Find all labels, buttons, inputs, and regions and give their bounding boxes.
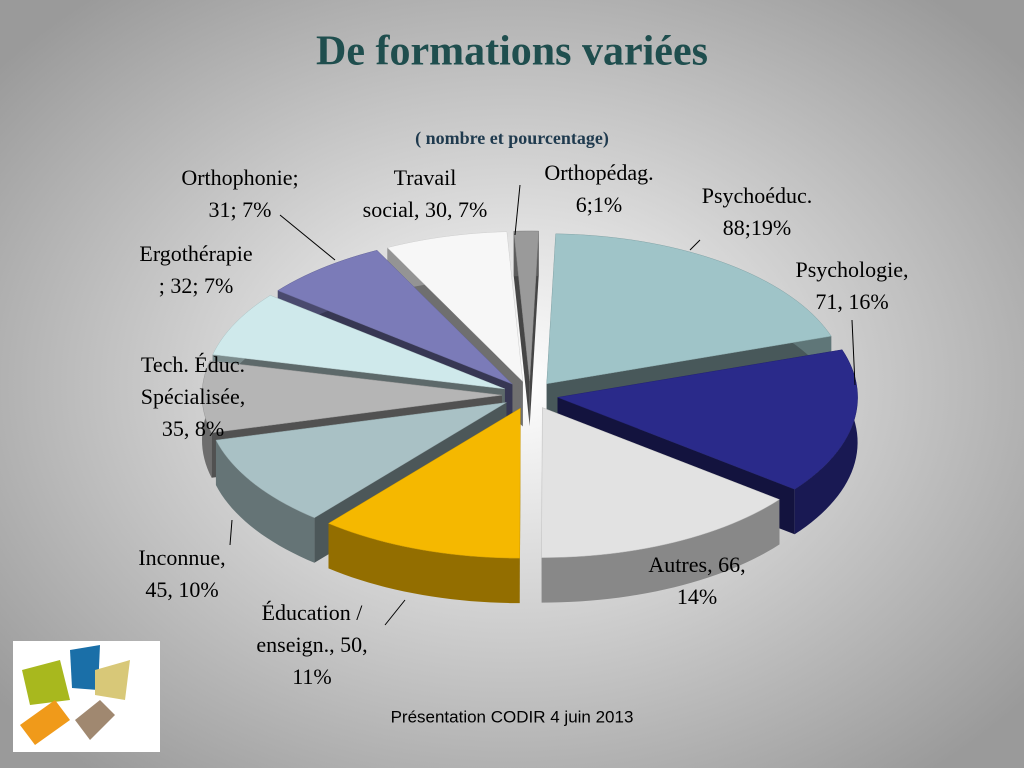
slice-top <box>513 230 539 382</box>
footer: Présentation CODIR 4 juin 2013 <box>391 707 634 726</box>
slice-side <box>328 523 520 604</box>
slice-top <box>277 250 513 385</box>
data-label: ; 32; 7% <box>159 273 234 298</box>
slice <box>327 407 521 604</box>
logo-shape <box>22 660 70 705</box>
data-label: 14% <box>677 584 717 609</box>
slice-side <box>215 440 315 563</box>
slice-top <box>541 407 780 558</box>
leader-line <box>689 239 701 251</box>
leader-line <box>514 184 521 236</box>
data-label: 31; 7% <box>209 197 272 222</box>
logo-shape <box>75 700 115 740</box>
leader-line <box>279 214 336 261</box>
data-label: 6;1% <box>576 192 622 217</box>
data-label: Autres, 66, <box>648 552 745 577</box>
data-label: 45, 10% <box>145 577 218 602</box>
data-label: 11% <box>292 664 332 689</box>
data-label: Psychologie, <box>795 257 908 282</box>
data-label: Éducation / <box>262 600 364 625</box>
slice-top <box>556 349 858 490</box>
chart-subtitle: ( nombre et pourcentage) <box>415 128 609 149</box>
logo-shape <box>20 700 70 745</box>
slice-top <box>386 231 524 383</box>
leader-line <box>851 319 856 386</box>
chart-title: De formations variées <box>316 29 708 75</box>
pie <box>201 230 858 604</box>
data-label: Ergothérapie <box>139 241 252 266</box>
slice <box>541 407 780 603</box>
data-label: Tech. Éduc. <box>141 352 245 377</box>
slice-top <box>215 402 507 519</box>
leader-line <box>229 519 233 546</box>
slice-top <box>201 360 503 434</box>
data-label: social, 30, 7% <box>363 197 488 222</box>
data-label: 71, 16% <box>815 289 888 314</box>
slice-side <box>794 349 858 535</box>
slice-wall <box>529 231 539 427</box>
slice-top <box>546 233 832 385</box>
logo-shape <box>70 645 100 690</box>
data-label: 35, 8% <box>162 416 224 441</box>
data-label: 88;19% <box>723 215 791 240</box>
slice-top <box>327 407 521 559</box>
data-label: Travail <box>394 165 457 190</box>
data-label: Inconnue, <box>138 545 225 570</box>
slice-wall <box>513 231 530 427</box>
slice-side <box>541 499 780 603</box>
slice-top <box>212 295 505 390</box>
leader-line <box>384 599 406 626</box>
logo <box>13 641 160 752</box>
data-label: Spécialisée, <box>141 384 245 409</box>
data-label: Psychoéduc. <box>702 183 813 208</box>
logo-shape <box>95 660 130 700</box>
slice <box>513 230 539 427</box>
data-label: enseign., 50, <box>256 632 367 657</box>
data-label: Orthophonie; <box>181 165 298 190</box>
data-label: Orthopédag. <box>544 160 653 185</box>
